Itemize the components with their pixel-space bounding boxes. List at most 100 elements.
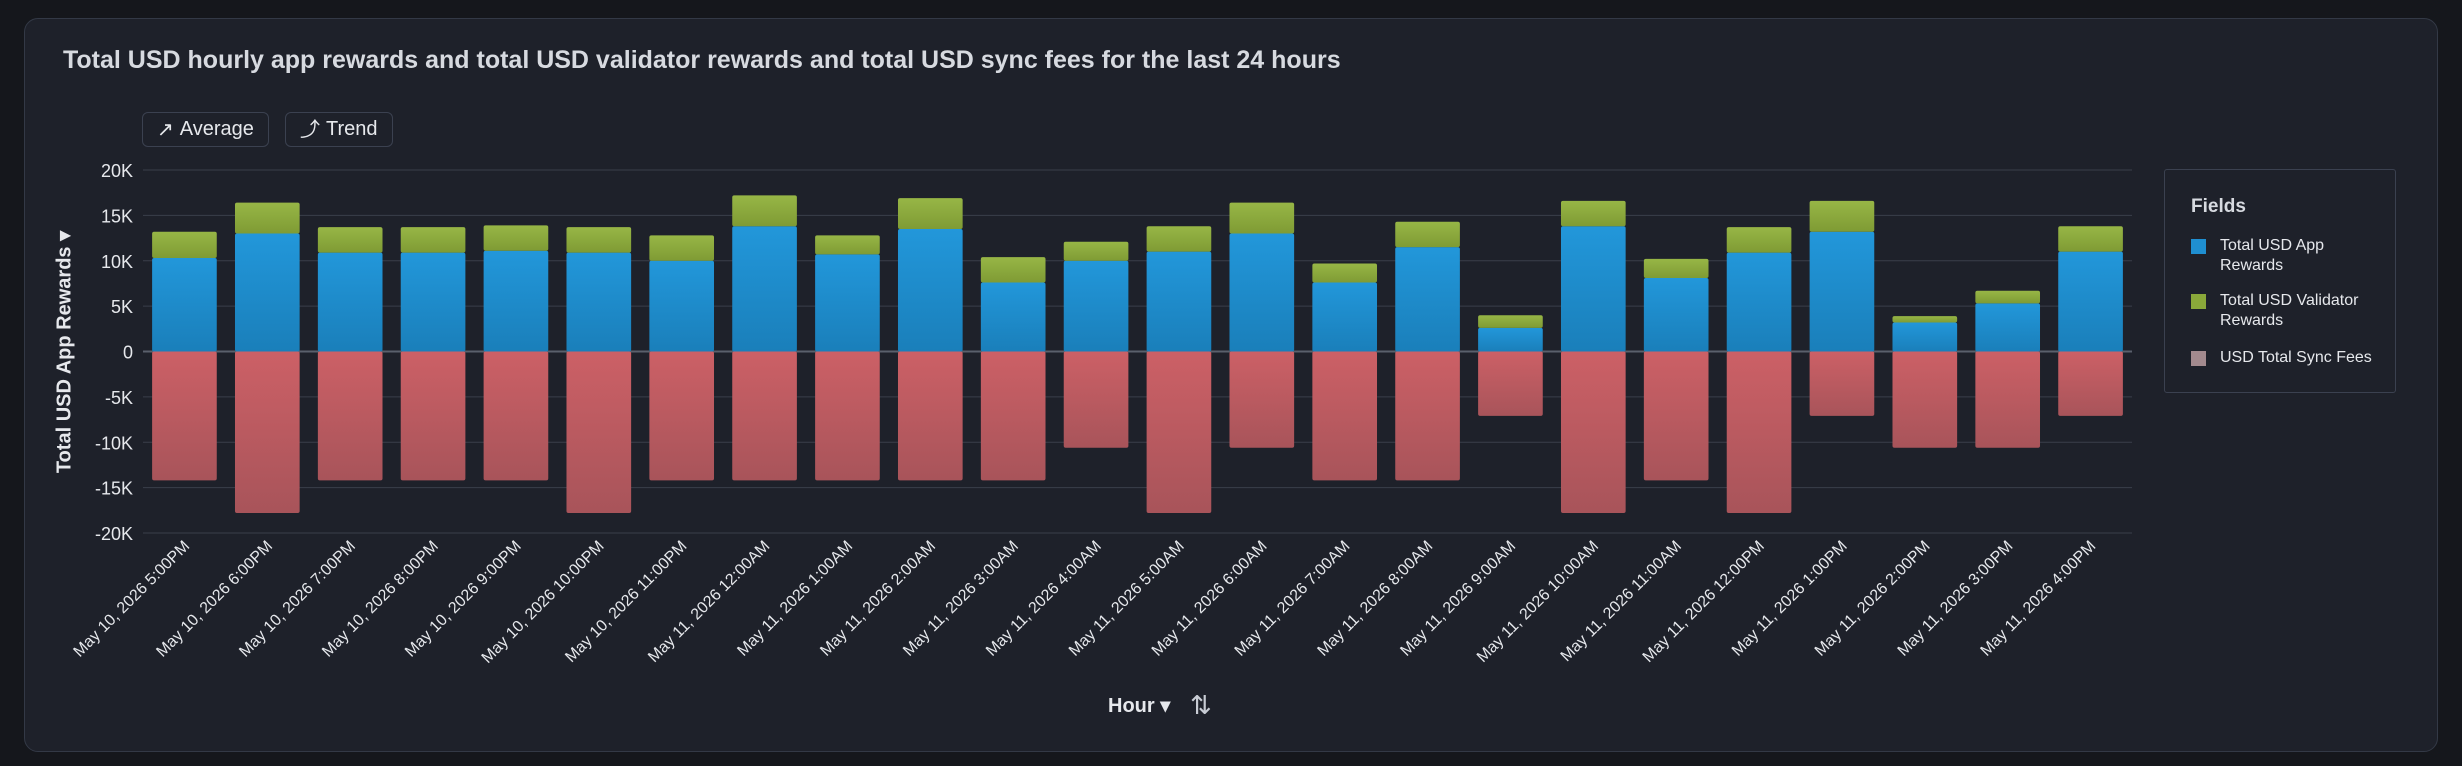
app-rewards-bar [152, 258, 217, 352]
app-rewards-bar [566, 252, 632, 352]
app-rewards-bar [1312, 282, 1378, 352]
validator-rewards-bar [1312, 263, 1378, 283]
app-rewards-bar [400, 252, 466, 352]
sort-icon[interactable]: ⇅ [1190, 690, 1212, 720]
app-rewards-bar [483, 250, 549, 352]
trend-button[interactable]: ⤴ Trend [285, 112, 393, 147]
app-rewards-bar [234, 233, 300, 352]
y-tick-label: 5K [111, 297, 133, 317]
app-rewards-bar [1892, 322, 1958, 352]
sync-fees-bar [1560, 351, 1626, 514]
trend-button-label: Trend [326, 118, 378, 140]
legend: Fields Total USD App Rewards Total USD V… [2164, 169, 2396, 393]
sync-fees-bar [649, 351, 715, 481]
validator-rewards-bar [400, 227, 466, 253]
validator-rewards-bar [732, 195, 797, 227]
sync-fees-bar [815, 351, 880, 481]
y-tick-label: -10K [95, 433, 133, 453]
app-rewards-bar [2058, 251, 2123, 352]
y-tick-label: 15K [101, 206, 133, 226]
app-rewards-bar [1560, 226, 1626, 352]
y-tick-label: 10K [101, 252, 133, 272]
arrow-up-right-icon: ↗ [157, 118, 174, 141]
app-rewards-bar [1643, 277, 1709, 352]
app-rewards-bar [732, 226, 797, 352]
legend-label: USD Total Sync Fees [2220, 349, 2372, 366]
sync-fees-bar [732, 351, 797, 481]
validator-rewards-bar [1478, 315, 1543, 328]
sync-fees-bar [897, 351, 963, 481]
y-axis-label[interactable]: Total USD App Rewards ▾ [53, 230, 76, 474]
app-rewards-bar [1395, 247, 1460, 352]
legend-label: Total USD App Rewards [2220, 237, 2325, 274]
validator-rewards-bar [1146, 226, 1212, 252]
app-rewards-bar [1726, 252, 1792, 352]
validator-rewards-bar [566, 227, 632, 253]
sync-fees-bar [1975, 351, 2041, 448]
sync-fees-bar [317, 351, 383, 481]
legend-swatch [2191, 294, 2206, 309]
sync-fees-bar [483, 351, 549, 481]
average-button[interactable]: ↗ Average [142, 112, 269, 147]
validator-rewards-bar [1560, 200, 1626, 227]
validator-rewards-bar [152, 231, 217, 259]
legend-swatch [2191, 239, 2206, 254]
y-tick-label: 20K [101, 161, 133, 181]
app-rewards-bar [1229, 233, 1295, 352]
app-rewards-bar [649, 260, 715, 352]
y-tick-label: 0 [123, 343, 133, 363]
legend-title: Fields [2191, 196, 2246, 217]
sync-fees-bar [1892, 351, 1958, 448]
app-rewards-bar [1478, 327, 1543, 352]
sync-fees-bar [1146, 351, 1212, 514]
legend-item-app-rewards[interactable]: Total USD App Rewards [2191, 236, 2391, 276]
validator-rewards-bar [897, 198, 963, 229]
validator-rewards-bar [1395, 221, 1460, 248]
validator-rewards-bar [1229, 202, 1295, 234]
app-rewards-bar [1975, 303, 2041, 352]
validator-rewards-bar [234, 202, 300, 234]
legend-swatch [2191, 351, 2206, 366]
validator-rewards-bar [815, 235, 880, 255]
validator-rewards-bar [1063, 241, 1129, 261]
sync-fees-bar [1643, 351, 1709, 481]
validator-rewards-bar [317, 227, 383, 253]
x-axis-label[interactable]: Hour ▾ [1108, 695, 1171, 717]
validator-rewards-bar [1892, 316, 1958, 323]
sync-fees-bar [1726, 351, 1792, 514]
app-rewards-bar [980, 282, 1046, 352]
validator-rewards-bar [1809, 200, 1875, 232]
app-rewards-bar [317, 252, 383, 352]
validator-rewards-bar [649, 235, 715, 261]
sync-fees-bar [1229, 351, 1295, 448]
legend-label: Total USD Validator Rewards [2220, 292, 2359, 329]
sync-fees-bar [400, 351, 466, 481]
sync-fees-bar [152, 351, 217, 481]
app-rewards-bar [815, 254, 880, 352]
validator-rewards-bar [1726, 227, 1792, 253]
validator-rewards-bar [980, 257, 1046, 283]
app-rewards-bar [1063, 260, 1129, 352]
validator-rewards-bar [483, 225, 549, 251]
app-rewards-bar [1146, 251, 1212, 352]
sync-fees-bar [234, 351, 300, 514]
y-tick-label: -5K [105, 388, 133, 408]
legend-item-validator-rewards[interactable]: Total USD Validator Rewards [2191, 291, 2391, 331]
sync-fees-bar [1063, 351, 1129, 448]
trend-icon: ⤴ [300, 118, 320, 141]
sync-fees-bar [1395, 351, 1460, 481]
average-button-label: Average [179, 118, 254, 140]
sync-fees-bar [1312, 351, 1378, 481]
app-rewards-bar [1809, 231, 1875, 352]
sync-fees-bar [1809, 351, 1875, 416]
legend-item-sync-fees[interactable]: USD Total Sync Fees [2191, 348, 2391, 368]
app-rewards-bar [897, 228, 963, 352]
sync-fees-bar [980, 351, 1046, 481]
validator-rewards-bar [2058, 226, 2123, 252]
y-tick-label: -15K [95, 479, 133, 499]
y-tick-label: -20K [95, 524, 133, 544]
sync-fees-bar [566, 351, 632, 514]
sync-fees-bar [2058, 351, 2123, 416]
chart-title: Total USD hourly app rewards and total U… [63, 46, 1341, 74]
